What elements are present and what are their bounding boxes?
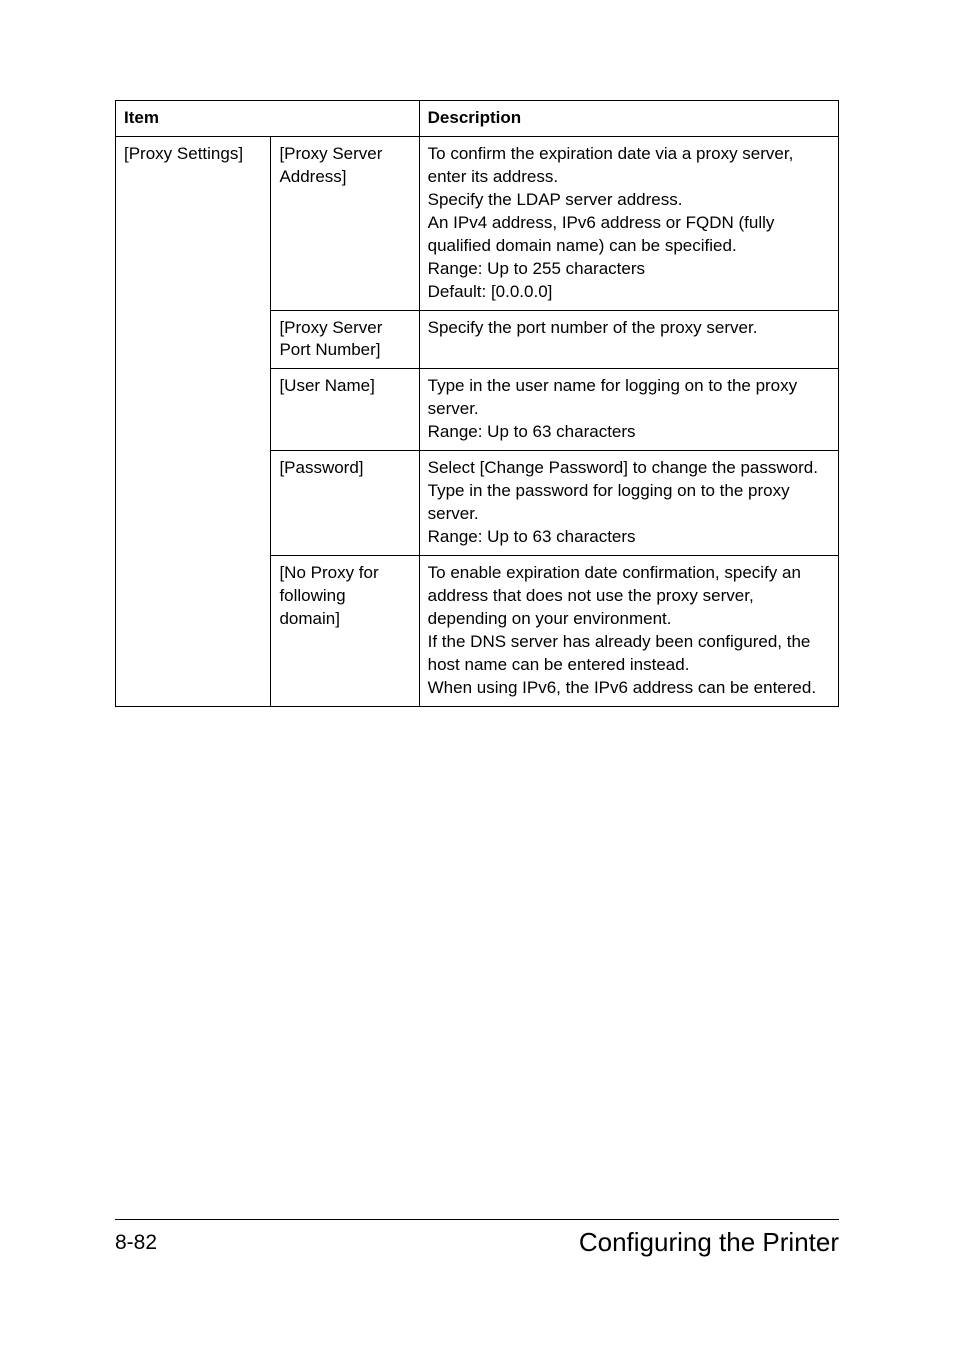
- setting-name: [Proxy Server Port Number]: [271, 310, 419, 369]
- table-row: [Proxy Settings] [Proxy Server Address] …: [116, 136, 839, 310]
- header-description: Description: [419, 101, 838, 137]
- footer-rule: [115, 1219, 839, 1220]
- setting-name: [Password]: [271, 451, 419, 556]
- setting-name: [Proxy Server Address]: [271, 136, 419, 310]
- footer-section-title: Configuring the Printer: [579, 1227, 839, 1258]
- setting-name: [User Name]: [271, 369, 419, 451]
- setting-description: To enable expiration date confirmation, …: [419, 555, 838, 706]
- table-body: [Proxy Settings] [Proxy Server Address] …: [116, 136, 839, 706]
- settings-table: Item Description [Proxy Settings] [Proxy…: [115, 100, 839, 707]
- setting-name: [No Proxy for following domain]: [271, 555, 419, 706]
- setting-description: Select [Change Password] to change the p…: [419, 451, 838, 556]
- group-label: [Proxy Settings]: [116, 136, 271, 706]
- header-item: Item: [116, 101, 420, 137]
- table-header-row: Item Description: [116, 101, 839, 137]
- page-container: Item Description [Proxy Settings] [Proxy…: [0, 0, 954, 1350]
- footer-page-number: 8-82: [115, 1231, 157, 1255]
- setting-description: Specify the port number of the proxy ser…: [419, 310, 838, 369]
- setting-description: Type in the user name for logging on to …: [419, 369, 838, 451]
- setting-description: To confirm the expiration date via a pro…: [419, 136, 838, 310]
